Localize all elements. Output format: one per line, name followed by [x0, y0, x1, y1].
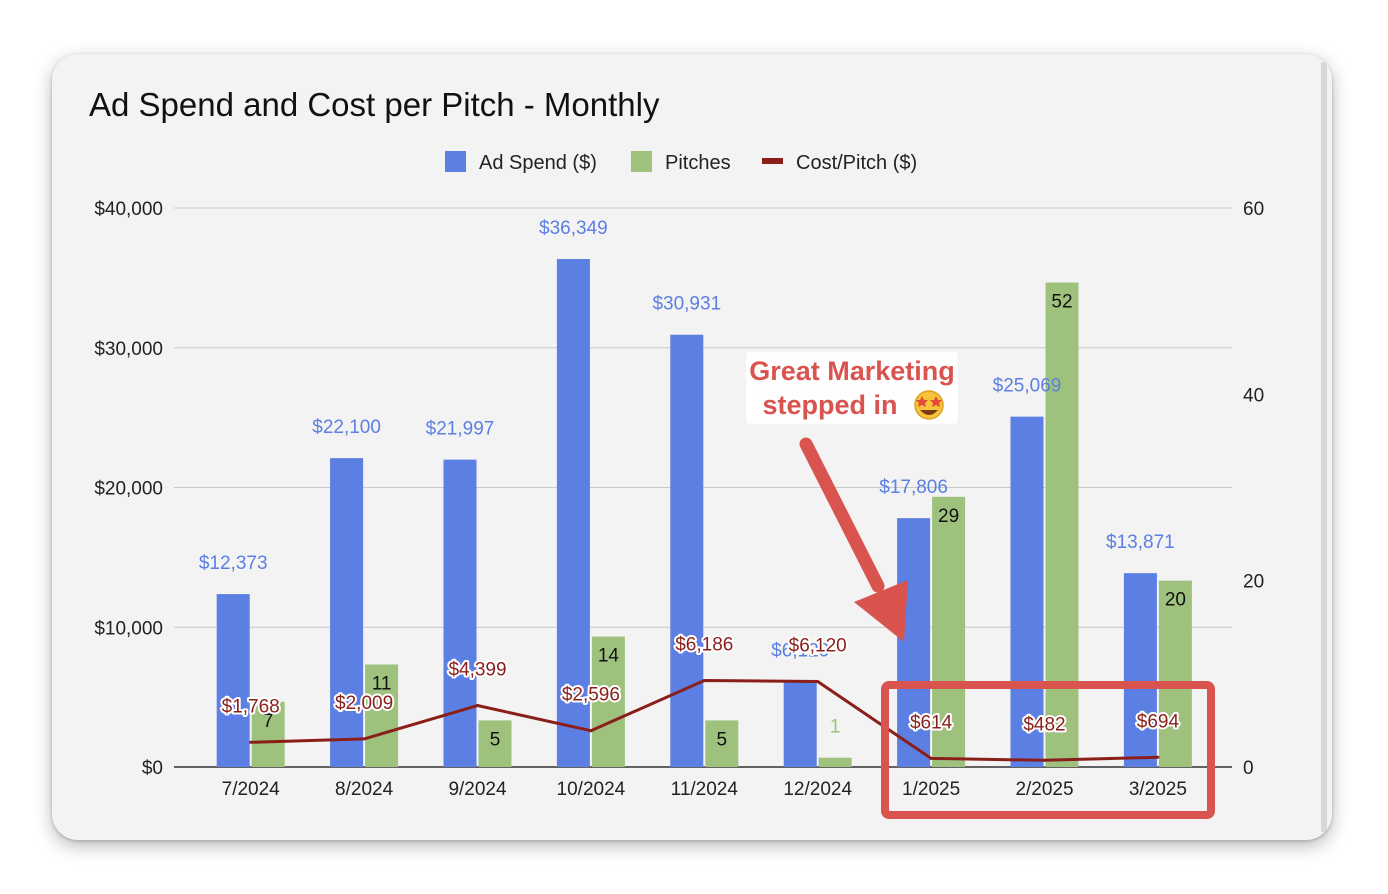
legend-label-pitches: Pitches [665, 152, 731, 174]
cost-per-pitch-value-label: $614 [910, 712, 953, 733]
annotation-line-2: stepped in [762, 390, 897, 420]
annotation: Great Marketing stepped in [746, 352, 1215, 819]
pitches-bar [478, 720, 512, 767]
ad-spend-value-label: $13,871 [1106, 532, 1175, 553]
chart-title: Ad Spend and Cost per Pitch - Monthly [89, 86, 660, 123]
data-labels: $12,373 7 $22,100 11 $21,997 5 $36,349 14 $30,93… [199, 218, 1186, 750]
pitches-value-label: 5 [490, 729, 501, 750]
legend-label-cost-per-pitch: Cost/Pitch ($) [796, 152, 917, 174]
cost-per-pitch-value-label: $2,596 [562, 685, 620, 706]
pitches-bar [591, 636, 625, 767]
legend-label-ad-spend: Ad Spend ($) [479, 152, 597, 174]
left-axis: $0 $10,000 $20,000 $30,000 $40,000 [94, 199, 163, 779]
pitches-bar [1045, 282, 1079, 767]
pitches-bar [1158, 580, 1192, 767]
x-tick-label: 9/2024 [448, 779, 507, 800]
ad-spend-bar [897, 518, 931, 767]
pitches-bar [365, 664, 399, 767]
ad-spend-bar [556, 259, 590, 767]
x-tick-label: 8/2024 [335, 779, 394, 800]
cost-per-pitch-value-label: $694 [1137, 711, 1180, 732]
legend: Ad Spend ($) Pitches Cost/Pitch ($) [445, 151, 917, 174]
highlight-box [881, 681, 1215, 819]
pitches-bar [705, 720, 739, 767]
left-tick-label: $10,000 [94, 618, 163, 639]
right-tick-label: 40 [1243, 385, 1264, 406]
x-tick-label: 12/2024 [783, 779, 852, 800]
right-tick-label: 20 [1243, 572, 1264, 593]
pitches-value-label: 29 [938, 506, 959, 527]
x-tick-label: 1/2025 [902, 779, 960, 800]
right-tick-label: 60 [1243, 199, 1264, 220]
pitches-bar [932, 496, 966, 767]
ad-spend-value-label: $36,349 [539, 218, 608, 239]
legend-swatch-ad-spend [445, 151, 466, 172]
ad-spend-bar [670, 334, 704, 767]
cost-per-pitch-point [476, 704, 479, 708]
pitches-value-label: 14 [598, 646, 620, 667]
left-tick-label: $40,000 [94, 199, 163, 220]
ad-spend-bar [330, 458, 364, 767]
left-tick-label: $0 [142, 758, 163, 779]
cost-per-pitch-value-label: $6,120 [789, 635, 847, 656]
cost-per-pitch-value-label: $2,009 [335, 693, 393, 714]
x-axis: 7/2024 8/2024 9/2024 10/2024 11/2024 12/2024 1… [222, 779, 1187, 800]
ad-spend-value-label: $21,997 [426, 419, 495, 440]
ad-spend-value-label: $17,806 [879, 477, 948, 498]
left-tick-label: $30,000 [94, 339, 163, 360]
ad-spend-bar [1123, 573, 1157, 767]
cost-per-pitch-point [362, 737, 366, 741]
x-tick-label: 11/2024 [671, 779, 739, 800]
ad-spend-value-label: $25,069 [993, 376, 1062, 397]
pitches-value-label: 5 [717, 729, 728, 750]
ad-spend-value-label: $22,100 [312, 417, 381, 438]
annotation-line-1: Great Marketing [749, 356, 955, 386]
cost-per-pitch-point [816, 679, 820, 683]
ad-spend-value-label: $6,120 [771, 640, 829, 661]
cost-per-pitch-point [1156, 755, 1160, 759]
bars [216, 259, 1192, 767]
card-edge [1321, 62, 1327, 832]
cost-per-pitch-value-label: $1,768 [222, 696, 280, 717]
ad-spend-bar [216, 594, 250, 767]
pitches-value-label: 20 [1165, 590, 1186, 611]
cost-per-pitch-line [249, 679, 1160, 762]
cost-per-pitch-point [702, 679, 706, 683]
legend-swatch-cost-per-pitch [762, 158, 783, 164]
ad-spend-value-label: $30,931 [652, 294, 721, 315]
cost-per-pitch-value-label: $6,186 [675, 635, 733, 656]
cost-per-pitch-point [249, 740, 253, 744]
left-tick-label: $20,000 [94, 479, 163, 500]
x-tick-label: 3/2025 [1129, 779, 1187, 800]
cost-per-pitch-value-label: $482 [1023, 714, 1065, 735]
right-axis: 0 20 40 60 [1243, 199, 1264, 779]
pitches-value-label: 52 [1051, 292, 1072, 313]
annotation-arrow-shaft [799, 437, 885, 593]
pitches-value-label: 7 [263, 711, 274, 732]
pitches-bar [251, 701, 285, 767]
ad-spend-bar [783, 681, 817, 767]
x-tick-label: 7/2024 [222, 779, 281, 800]
pitches-bar [818, 757, 852, 767]
cost-per-pitch-point [589, 729, 593, 733]
ad-spend-bar [443, 459, 477, 767]
annotation-arrow-head [854, 580, 908, 642]
cost-per-pitch-point [929, 756, 933, 760]
ad-spend-value-label: $12,373 [199, 553, 268, 574]
pitches-value-label: 1 [830, 717, 841, 738]
annotation-background [746, 352, 958, 424]
ad-spend-bar [1010, 416, 1044, 767]
cost-per-pitch-point [1043, 758, 1046, 762]
star-eyes-emoji-icon [914, 390, 944, 420]
pitches-value-label: 11 [372, 674, 392, 695]
cost-per-pitch-value-label: $4,399 [448, 660, 506, 681]
right-tick-label: 0 [1243, 758, 1254, 779]
x-tick-label: 2/2025 [1015, 779, 1073, 800]
x-tick-label: 10/2024 [557, 779, 626, 800]
legend-swatch-pitches [631, 151, 652, 172]
